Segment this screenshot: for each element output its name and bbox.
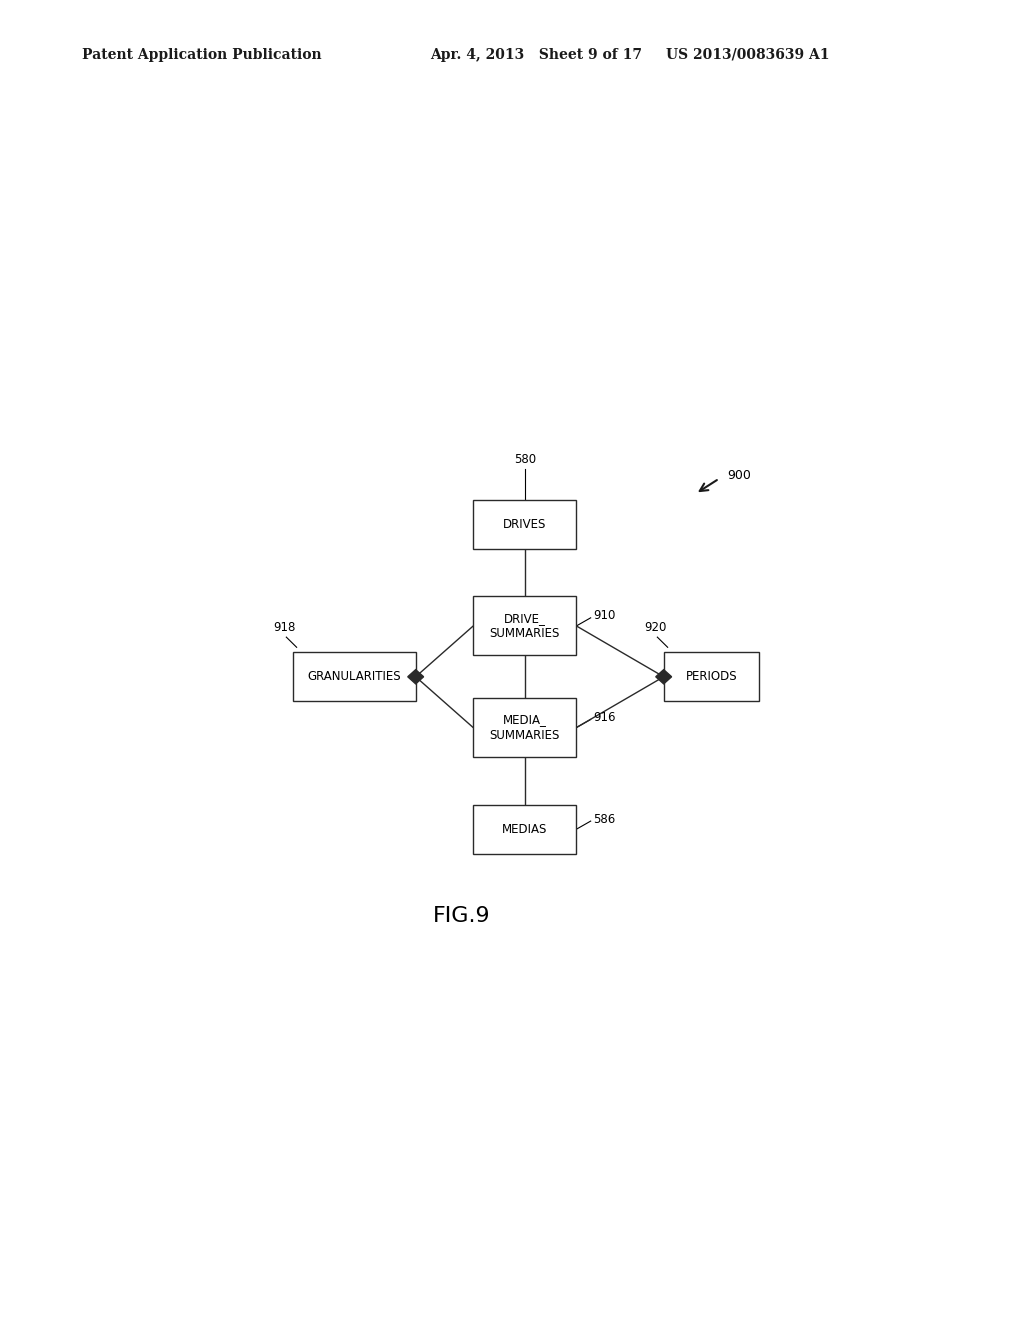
Text: 920: 920 bbox=[644, 622, 667, 634]
Text: FIG.9: FIG.9 bbox=[432, 906, 490, 925]
FancyBboxPatch shape bbox=[473, 500, 577, 549]
FancyBboxPatch shape bbox=[473, 805, 577, 854]
Text: GRANULARITIES: GRANULARITIES bbox=[307, 671, 401, 684]
FancyBboxPatch shape bbox=[293, 652, 416, 701]
Text: 918: 918 bbox=[273, 622, 296, 634]
Text: US 2013/0083639 A1: US 2013/0083639 A1 bbox=[666, 48, 829, 62]
Text: Apr. 4, 2013   Sheet 9 of 17: Apr. 4, 2013 Sheet 9 of 17 bbox=[430, 48, 642, 62]
Text: 900: 900 bbox=[727, 469, 751, 482]
FancyBboxPatch shape bbox=[473, 698, 577, 758]
Text: 580: 580 bbox=[514, 453, 536, 466]
Text: MEDIAS: MEDIAS bbox=[502, 822, 548, 836]
Polygon shape bbox=[408, 669, 424, 684]
Text: DRIVE_
SUMMARIES: DRIVE_ SUMMARIES bbox=[489, 611, 560, 640]
Text: MEDIA_
SUMMARIES: MEDIA_ SUMMARIES bbox=[489, 713, 560, 742]
Text: 916: 916 bbox=[593, 711, 615, 723]
Text: 910: 910 bbox=[593, 610, 615, 622]
FancyBboxPatch shape bbox=[664, 652, 759, 701]
FancyBboxPatch shape bbox=[473, 597, 577, 656]
Text: Patent Application Publication: Patent Application Publication bbox=[82, 48, 322, 62]
Text: PERIODS: PERIODS bbox=[685, 671, 737, 684]
Polygon shape bbox=[655, 669, 672, 684]
Text: DRIVES: DRIVES bbox=[503, 517, 547, 531]
Text: 586: 586 bbox=[593, 813, 615, 825]
